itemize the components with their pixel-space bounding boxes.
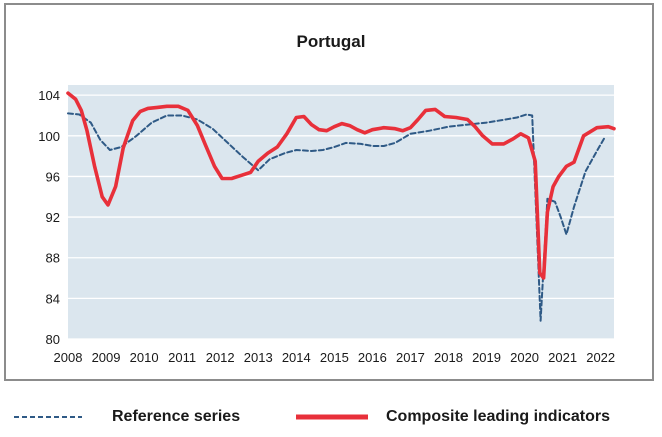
x-tick-label: 2020 <box>510 350 539 365</box>
reference-series-line <box>67 112 606 322</box>
x-tick-label: 2010 <box>130 350 159 365</box>
x-tick-label: 2012 <box>206 350 235 365</box>
chart-frame: Portugal 80 84 88 92 96 100 104 2008 2009 2010 20… <box>4 3 654 381</box>
x-tick-label: 2011 <box>168 350 196 365</box>
plot-area <box>68 85 614 339</box>
x-axis-ticks: 2008 2009 2010 2011 2012 2013 2014 2015 2016 2017… <box>54 350 616 365</box>
y-tick-label: 80 <box>46 332 60 347</box>
x-tick-label: 2014 <box>282 350 311 365</box>
legend-swatch-solid <box>296 414 368 420</box>
legend-label-reference: Reference series <box>112 408 241 425</box>
y-axis-ticks: 80 84 88 92 96 100 104 <box>38 88 60 347</box>
x-tick-label: 2015 <box>320 350 349 365</box>
chart-title: Portugal <box>297 32 366 51</box>
y-tick-label: 100 <box>38 129 60 144</box>
x-tick-label: 2016 <box>358 350 387 365</box>
x-tick-label: 2017 <box>396 350 425 365</box>
y-tick-label: 96 <box>46 169 60 184</box>
y-tick-label: 92 <box>46 210 60 225</box>
x-tick-label: 2013 <box>244 350 273 365</box>
series-layer <box>66 91 616 322</box>
legend-label-cli: Composite leading indicators <box>386 408 611 425</box>
legend-item-cli: Composite leading indicators <box>296 404 610 430</box>
x-tick-label: 2019 <box>472 350 501 365</box>
y-tick-label: 104 <box>38 88 60 103</box>
composite-leading-indicators-line <box>66 91 616 280</box>
y-tick-label: 84 <box>46 291 60 306</box>
x-tick-label: 2009 <box>92 350 121 365</box>
x-tick-label: 2018 <box>434 350 463 365</box>
x-tick-label: 2022 <box>586 350 615 365</box>
x-tick-label: 2021 <box>548 350 577 365</box>
x-tick-label: 2008 <box>54 350 83 365</box>
y-tick-label: 88 <box>46 251 60 266</box>
legend-swatch-dashed <box>14 416 82 418</box>
legend-item-reference: Reference series <box>14 404 240 430</box>
